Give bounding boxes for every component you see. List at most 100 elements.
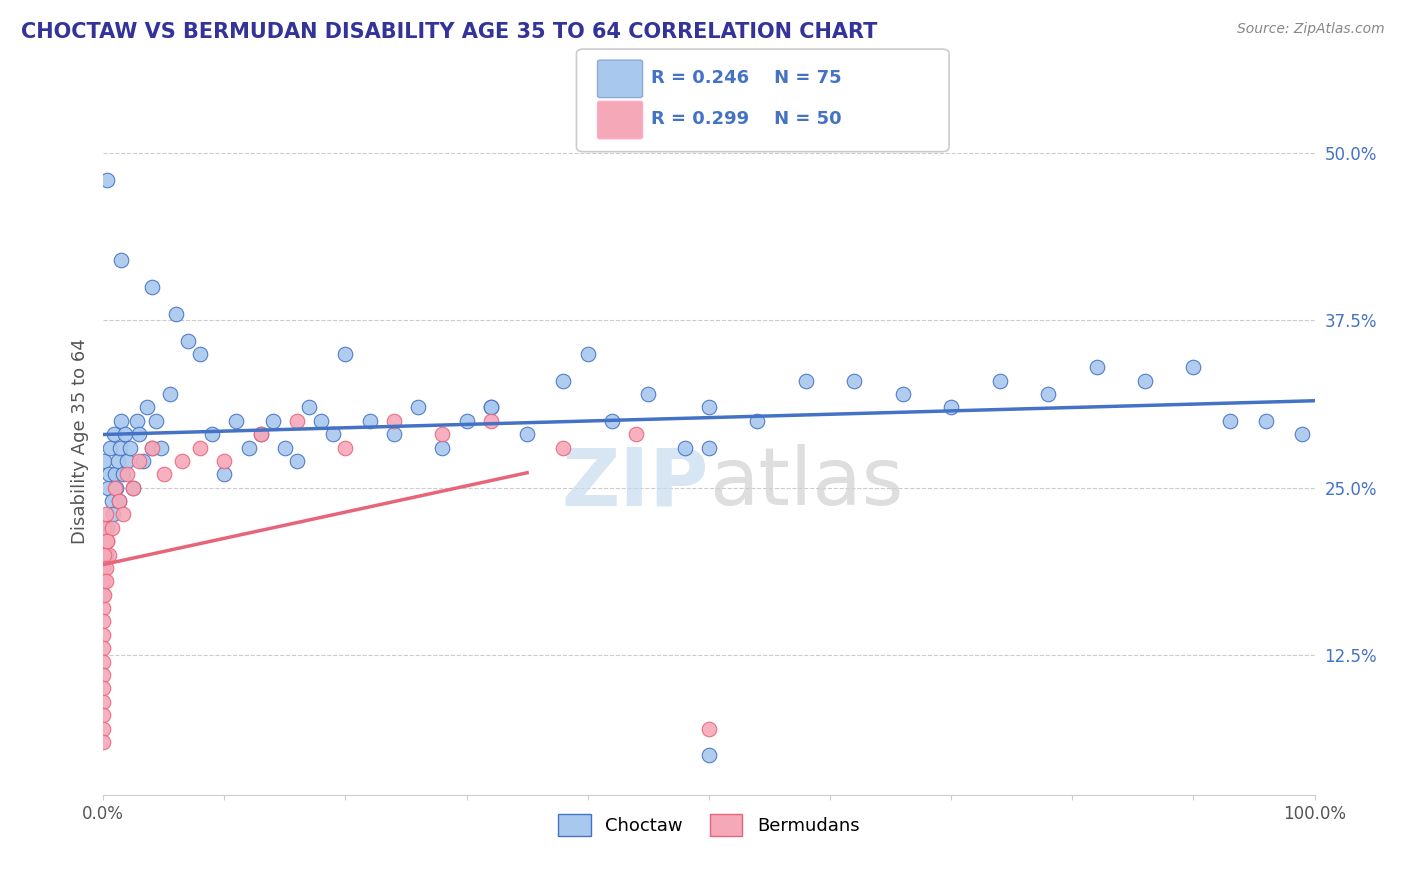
Point bbox=[111, 467, 134, 482]
Point bbox=[114, 427, 136, 442]
Point bbox=[214, 467, 236, 482]
Point bbox=[141, 441, 163, 455]
Point bbox=[322, 427, 344, 442]
Point bbox=[382, 414, 405, 428]
Point bbox=[298, 401, 321, 415]
Point bbox=[238, 441, 260, 455]
Point bbox=[891, 387, 914, 401]
Point bbox=[1291, 427, 1313, 442]
Point bbox=[637, 387, 659, 401]
Point bbox=[335, 441, 357, 455]
Point bbox=[794, 374, 817, 388]
Point bbox=[101, 508, 124, 522]
Point bbox=[988, 374, 1011, 388]
Point bbox=[600, 414, 623, 428]
Point bbox=[285, 414, 308, 428]
Point bbox=[141, 441, 163, 455]
Point bbox=[91, 534, 114, 549]
Point bbox=[98, 548, 121, 562]
Point bbox=[91, 655, 114, 669]
Point bbox=[91, 548, 114, 562]
Point bbox=[94, 574, 117, 589]
Point bbox=[117, 467, 139, 482]
Point bbox=[103, 427, 125, 442]
Point bbox=[94, 548, 117, 562]
Point bbox=[91, 735, 114, 749]
Point bbox=[432, 441, 454, 455]
Point bbox=[516, 427, 538, 442]
Point bbox=[91, 574, 114, 589]
Point bbox=[91, 561, 114, 575]
Point bbox=[188, 347, 211, 361]
Point bbox=[145, 414, 167, 428]
Point bbox=[122, 481, 145, 495]
Point bbox=[170, 454, 193, 468]
Point bbox=[91, 722, 114, 736]
Point bbox=[479, 401, 502, 415]
Point bbox=[94, 561, 117, 575]
Point bbox=[697, 441, 720, 455]
Point bbox=[93, 588, 115, 602]
Point bbox=[747, 414, 769, 428]
Point bbox=[91, 601, 114, 615]
Point bbox=[96, 173, 118, 187]
Point bbox=[122, 481, 145, 495]
Point bbox=[141, 280, 163, 294]
Point bbox=[624, 427, 647, 442]
Point bbox=[97, 481, 120, 495]
Point bbox=[128, 454, 150, 468]
Point bbox=[382, 427, 405, 442]
Point bbox=[274, 441, 297, 455]
Point bbox=[100, 441, 122, 455]
Point bbox=[91, 561, 114, 575]
Point bbox=[104, 467, 127, 482]
Point bbox=[94, 508, 117, 522]
Point bbox=[91, 521, 114, 535]
Point bbox=[108, 441, 131, 455]
Point bbox=[214, 454, 236, 468]
Point bbox=[93, 454, 115, 468]
Text: ZIP: ZIP bbox=[561, 444, 709, 523]
Point bbox=[1036, 387, 1059, 401]
Point bbox=[132, 454, 155, 468]
Point bbox=[91, 708, 114, 723]
Point bbox=[165, 307, 187, 321]
Point bbox=[576, 347, 599, 361]
Point bbox=[1182, 360, 1205, 375]
Point bbox=[335, 347, 357, 361]
Point bbox=[553, 441, 575, 455]
Point bbox=[111, 508, 134, 522]
Point bbox=[91, 695, 114, 709]
Point bbox=[107, 454, 129, 468]
Point bbox=[128, 427, 150, 442]
Point bbox=[91, 574, 114, 589]
Text: atlas: atlas bbox=[709, 444, 903, 523]
Point bbox=[91, 615, 114, 629]
Point bbox=[91, 588, 114, 602]
Point bbox=[125, 414, 148, 428]
Point bbox=[188, 441, 211, 455]
Point bbox=[105, 481, 128, 495]
Point bbox=[117, 454, 139, 468]
Point bbox=[479, 401, 502, 415]
Point bbox=[93, 521, 115, 535]
Point bbox=[177, 334, 200, 348]
Text: CHOCTAW VS BERMUDAN DISABILITY AGE 35 TO 64 CORRELATION CHART: CHOCTAW VS BERMUDAN DISABILITY AGE 35 TO… bbox=[21, 22, 877, 42]
Point bbox=[110, 253, 132, 268]
Point bbox=[135, 401, 157, 415]
Point bbox=[96, 534, 118, 549]
Point bbox=[309, 414, 332, 428]
Point bbox=[262, 414, 284, 428]
Point bbox=[479, 414, 502, 428]
Point bbox=[249, 427, 271, 442]
Point bbox=[844, 374, 866, 388]
Point bbox=[91, 641, 114, 656]
Point bbox=[98, 467, 121, 482]
Point bbox=[91, 628, 114, 642]
Point bbox=[697, 401, 720, 415]
Point bbox=[91, 668, 114, 682]
Point bbox=[150, 441, 173, 455]
Point bbox=[118, 441, 141, 455]
Point bbox=[1219, 414, 1241, 428]
Point bbox=[225, 414, 247, 428]
